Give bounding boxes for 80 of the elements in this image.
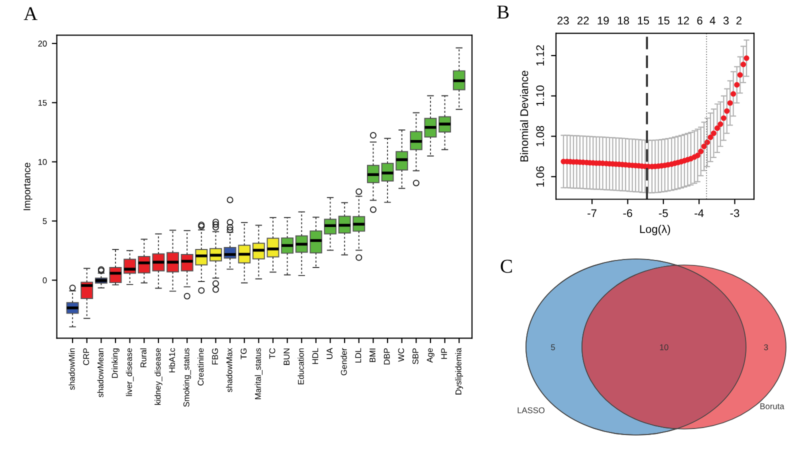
- y-tick-label: 10: [38, 159, 47, 165]
- text: 19: [598, 16, 609, 25]
- text: 4: [710, 16, 716, 24]
- text: Boruta: [760, 403, 784, 410]
- text: 15: [658, 16, 670, 25]
- text: 2: [736, 16, 742, 24]
- x-tick-label: Creatinine: [198, 348, 204, 386]
- x-tick-label: shadowMean: [97, 348, 104, 398]
- chart-title: B: [497, 6, 509, 18]
- point: [740, 62, 746, 68]
- x-tick-label: -3: [730, 209, 740, 218]
- text: 23: [558, 16, 569, 25]
- text: LASSO: [518, 407, 544, 414]
- chart-title: A: [24, 7, 38, 20]
- point: [701, 144, 707, 150]
- text: 18: [618, 16, 630, 25]
- point: [727, 100, 733, 106]
- text: 3: [764, 344, 768, 350]
- x-tick-label: -5: [658, 209, 668, 218]
- y-tick-label: 1.12: [536, 45, 544, 66]
- point: [710, 130, 716, 136]
- x-tick-label: HP: [441, 348, 447, 359]
- x-tick-label: HbA1c: [168, 348, 176, 372]
- text: 10: [660, 344, 668, 350]
- point: [714, 125, 720, 131]
- x-tick-label: Age: [426, 348, 434, 363]
- x-tick-label: Gender: [340, 348, 347, 376]
- point: [694, 152, 700, 158]
- text: C: [500, 260, 512, 273]
- x-tick-label: TG: [240, 348, 247, 360]
- x-tick-label: TC: [269, 348, 276, 359]
- point: [730, 91, 736, 97]
- y-tick-label: 5: [42, 218, 47, 224]
- x-tick-label: HDL: [312, 348, 318, 364]
- point: [708, 134, 714, 140]
- x-tick-label: -6: [623, 209, 632, 218]
- text: 12: [678, 16, 689, 24]
- x-tick-label: Drinking: [112, 348, 120, 378]
- x-tick-label: FBG: [212, 348, 218, 364]
- point: [724, 108, 730, 114]
- x-tick-label: UA: [326, 348, 332, 359]
- x-axis-title: Log(λ): [640, 224, 670, 236]
- y-axis-title: Importance: [24, 162, 32, 210]
- point: [704, 140, 710, 146]
- x-tick-label: -4: [694, 209, 704, 218]
- x-tick-label: BUN: [284, 348, 290, 365]
- point: [718, 121, 724, 127]
- point: [744, 55, 750, 61]
- text: 6: [697, 16, 702, 25]
- y-axis-title: Binomial Deviance: [520, 70, 528, 162]
- x-tick-label: WC: [398, 348, 404, 362]
- x-tick-label: SBP: [412, 348, 418, 364]
- y-tick-label: 1.08: [536, 126, 544, 146]
- text: 3: [723, 16, 729, 25]
- x-tick-label: BMI: [370, 348, 376, 362]
- text: 22: [578, 16, 589, 24]
- text: 15: [638, 16, 650, 25]
- x-tick-label: Education: [298, 348, 304, 384]
- x-tick-label: shadowMax: [226, 348, 232, 392]
- point: [734, 82, 740, 88]
- point: [698, 148, 704, 154]
- x-tick-label: LDL: [355, 348, 362, 363]
- y-tick-label: 20: [38, 40, 47, 47]
- point: [720, 115, 726, 121]
- text: 5: [551, 344, 555, 350]
- point: [737, 72, 743, 78]
- x-tick-label: kidney_disease: [154, 348, 162, 405]
- x-tick-label: Dyslipidemia: [455, 348, 463, 394]
- x-tick-label: Marital_status: [254, 348, 262, 400]
- x-tick-label: shadowMin: [68, 348, 75, 390]
- x-tick-label: Rural: [140, 348, 146, 368]
- x-tick-label: DBP: [384, 348, 390, 364]
- y-tick-label: 1.10: [536, 86, 544, 106]
- x-tick-label: CRP: [83, 348, 90, 366]
- y-tick-label: 15: [38, 100, 47, 106]
- x-tick-label: liver_disease: [126, 348, 134, 396]
- y-tick-label: 1.06: [536, 166, 544, 187]
- x-tick-label: Smoking_status: [183, 348, 191, 407]
- y-tick-label: 0: [42, 277, 47, 284]
- x-tick-label: -7: [588, 209, 596, 218]
